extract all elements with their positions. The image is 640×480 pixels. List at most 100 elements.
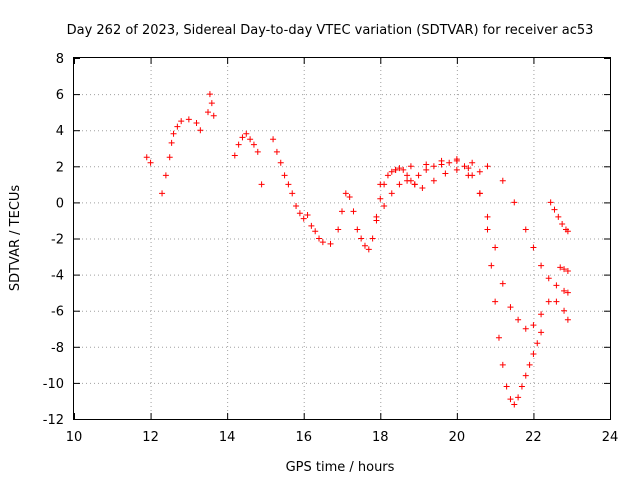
data-point [277, 159, 284, 166]
data-point [538, 329, 545, 336]
y-tick-label: -12 [43, 413, 64, 428]
data-point [545, 275, 552, 282]
data-point [518, 383, 525, 390]
data-point [239, 134, 246, 141]
data-point [308, 222, 315, 229]
data-point [178, 118, 185, 125]
data-point [361, 242, 368, 249]
data-point [185, 116, 192, 123]
y-tick-label: -2 [51, 233, 64, 248]
data-point [339, 208, 345, 215]
x-tick-labels: 10 12 14 16 18 20 22 24 [66, 430, 619, 445]
data-point [396, 165, 403, 172]
data-point [415, 172, 422, 179]
data-point [526, 361, 533, 368]
data-point [197, 127, 204, 134]
y-tick-label: 6 [56, 88, 64, 103]
data-point [377, 195, 384, 202]
x-tick-label: 16 [295, 430, 312, 445]
data-point [285, 181, 292, 188]
data-point [411, 181, 418, 188]
data-point [258, 181, 265, 188]
data-point [304, 212, 311, 219]
data-point [388, 190, 395, 197]
axis-ticks [74, 58, 611, 420]
data-point [492, 298, 499, 305]
data-point [484, 213, 491, 220]
x-tick-label: 24 [602, 430, 619, 445]
data-point [503, 383, 510, 390]
data-point [453, 166, 460, 173]
data-points [143, 91, 571, 408]
data-point [250, 141, 257, 148]
data-point [499, 361, 506, 368]
data-point [438, 157, 445, 164]
data-point [270, 136, 277, 143]
x-tick-label: 18 [372, 430, 389, 445]
data-point [193, 119, 200, 126]
data-point [404, 177, 411, 184]
data-point [465, 172, 472, 179]
data-point [446, 159, 453, 166]
y-tick-label: -10 [43, 377, 64, 392]
data-point [555, 213, 562, 220]
series-late [547, 199, 571, 274]
data-point [235, 141, 242, 148]
x-tick-label: 12 [142, 430, 159, 445]
data-point [247, 136, 254, 143]
data-point [319, 239, 326, 246]
data-point [561, 307, 568, 314]
data-point [538, 262, 545, 269]
data-point [530, 351, 537, 358]
data-point [147, 159, 154, 166]
data-point [159, 190, 166, 197]
data-point [545, 298, 552, 305]
y-tick-label: 4 [56, 124, 64, 139]
data-point [507, 304, 514, 311]
data-point [335, 226, 342, 233]
data-point [162, 172, 169, 179]
data-point [388, 168, 395, 175]
data-point [342, 190, 349, 197]
data-point [407, 163, 414, 170]
data-point [564, 289, 571, 296]
data-point [206, 91, 213, 98]
data-point [143, 154, 150, 161]
data-point [461, 163, 468, 170]
data-point [210, 112, 217, 119]
series-mid [373, 165, 483, 220]
plot-frame [73, 57, 611, 420]
data-point [354, 226, 361, 233]
data-point [476, 168, 483, 175]
data-point [392, 166, 399, 173]
data-point [453, 156, 460, 163]
data-point [170, 130, 177, 137]
y-tick-labels: -12 -10 -8 -6 -4 -2 0 2 4 6 8 [43, 52, 64, 428]
data-point [495, 334, 502, 341]
data-point [561, 266, 568, 273]
data-point [564, 316, 571, 323]
data-point [530, 322, 537, 329]
data-point [442, 170, 449, 177]
data-point [273, 148, 280, 155]
data-point [430, 177, 437, 184]
series-upper [377, 156, 571, 296]
data-point [365, 246, 372, 253]
data-point [561, 287, 568, 294]
data-point [530, 244, 537, 251]
data-point [484, 226, 491, 233]
data-point [534, 340, 541, 347]
data-point [384, 172, 391, 179]
data-point [488, 262, 495, 269]
data-point [312, 228, 319, 235]
y-axis-label: SDTVAR / TECUs [8, 185, 23, 292]
data-point [559, 221, 566, 228]
data-point [547, 199, 554, 206]
data-point [507, 396, 514, 403]
data-point [327, 240, 334, 247]
data-point [551, 206, 558, 213]
y-tick-label: 8 [56, 52, 64, 67]
data-point [208, 100, 215, 107]
data-point [476, 190, 483, 197]
